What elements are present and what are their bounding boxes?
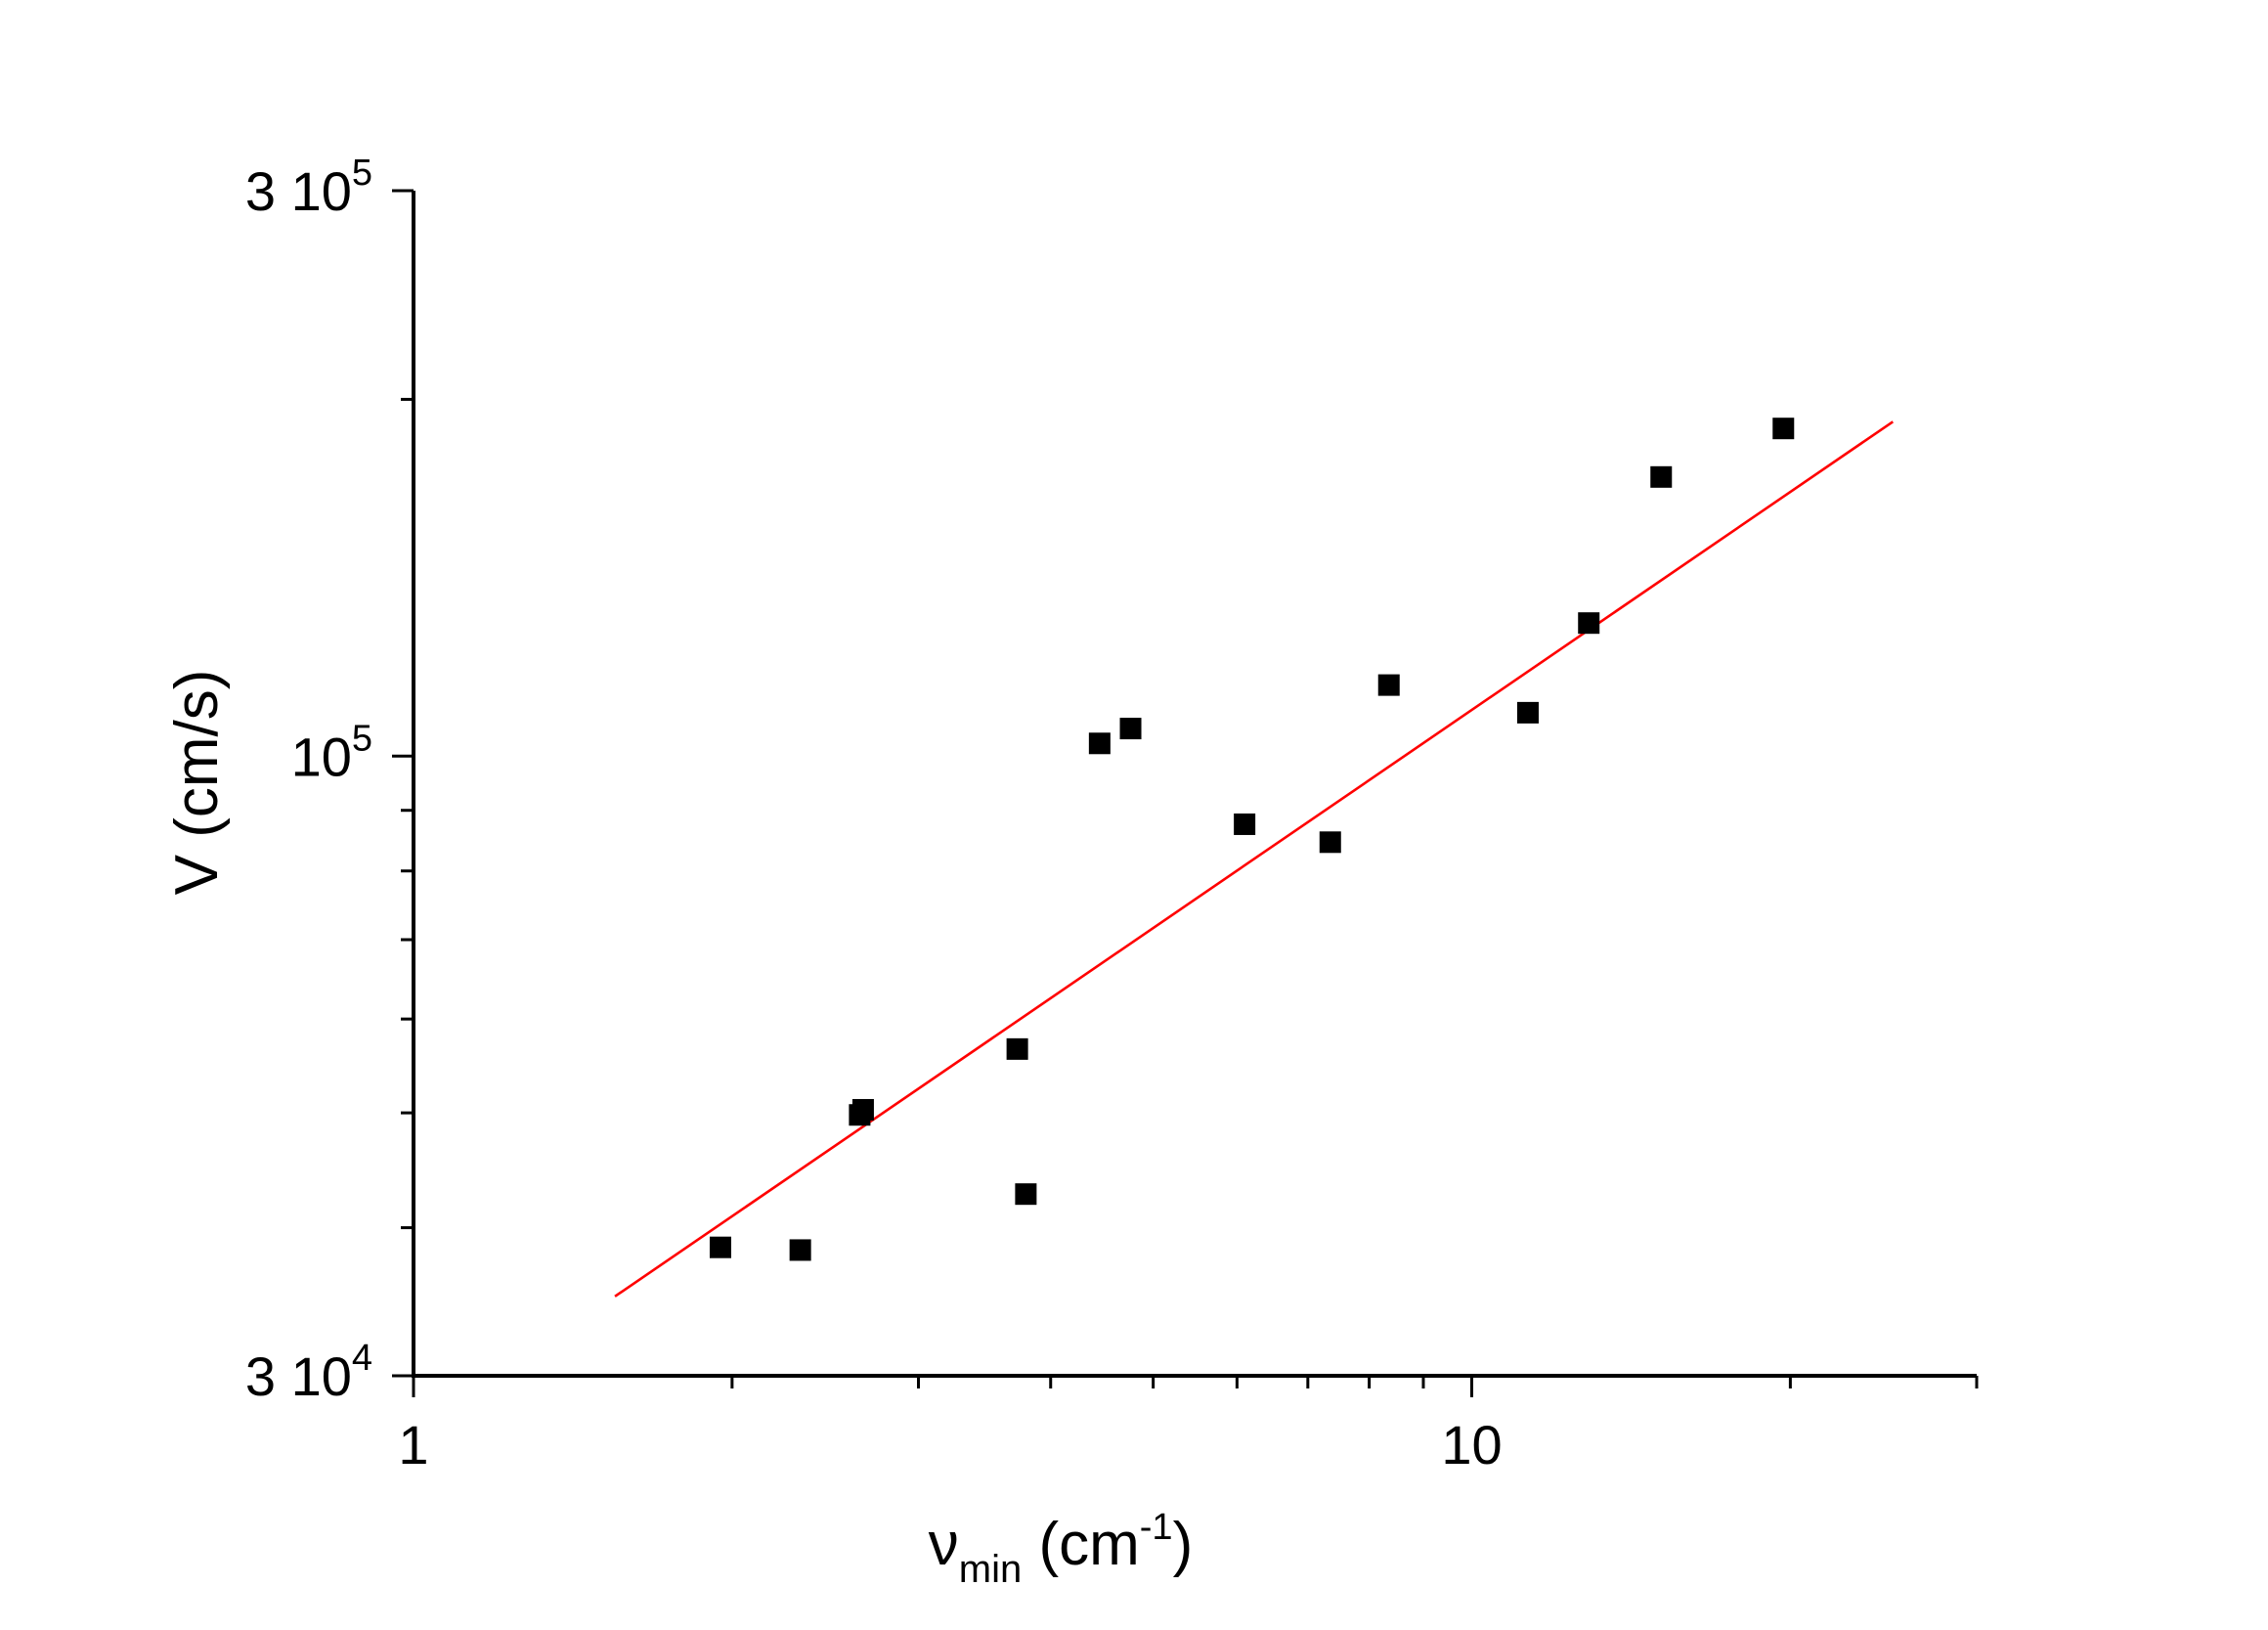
- x-axis-label: νmin (cm-1): [929, 1507, 1193, 1591]
- data-point: [1772, 418, 1795, 440]
- data-point: [709, 1236, 731, 1258]
- data-point: [789, 1239, 811, 1261]
- data-point: [1088, 732, 1111, 755]
- x-axis-label-unit-exponent: -1: [1140, 1507, 1173, 1548]
- y-axis-label: V (cm/s): [163, 670, 231, 896]
- data-point: [1377, 674, 1400, 696]
- y-tick-label: 105: [291, 718, 372, 787]
- y-tick-label: 3 104: [245, 1338, 372, 1407]
- data-point: [851, 1098, 874, 1121]
- x-tick-label: 10: [1441, 1414, 1502, 1476]
- data-point: [1015, 1183, 1037, 1206]
- y-tick-label: 3 105: [245, 153, 372, 222]
- x-tick-label: 1: [398, 1414, 428, 1476]
- x-axis-label-subscript: min: [959, 1548, 1022, 1591]
- fit-line: [614, 420, 1895, 1298]
- ticks: [392, 189, 1979, 1397]
- data-point: [1234, 813, 1256, 835]
- x-axis-label-symbol: ν: [929, 1511, 959, 1578]
- x-axis-label-unit-close: ): [1173, 1511, 1194, 1578]
- data-point: [1006, 1037, 1028, 1060]
- data-point: [1319, 831, 1341, 854]
- axes: [412, 191, 1977, 1378]
- data-point: [1578, 612, 1600, 635]
- data-point: [1650, 465, 1673, 488]
- data-points: [709, 418, 1795, 1261]
- data-point: [1516, 701, 1539, 724]
- x-axis-label-unit: (cm: [1022, 1511, 1140, 1578]
- data-point: [1119, 718, 1142, 740]
